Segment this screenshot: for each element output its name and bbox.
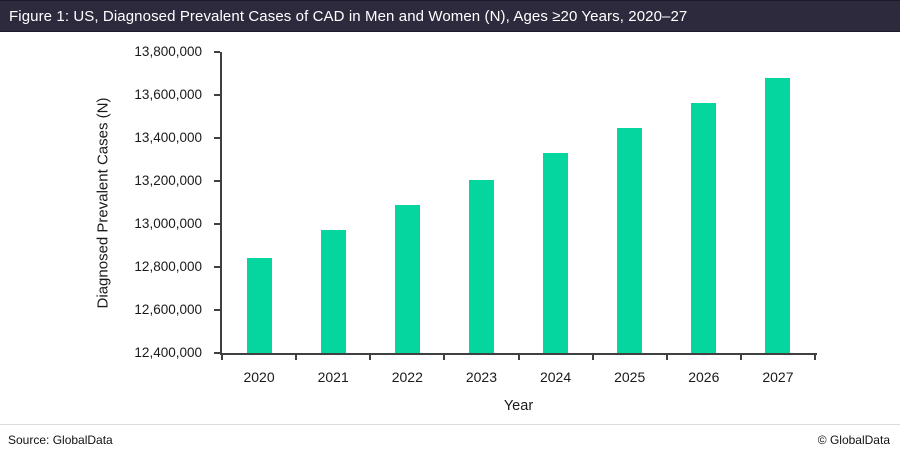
x-axis-title: Year [503, 398, 534, 414]
ytick-label: 13,600,000 [134, 87, 202, 102]
xtick-mark [295, 355, 298, 360]
bar-2023 [468, 179, 494, 353]
x-category-label: 2024 [539, 369, 572, 385]
ytick-label: 13,800,000 [134, 44, 202, 59]
bar-2020 [246, 258, 272, 353]
source-note: Source: GlobalData [8, 433, 113, 447]
ytick-mark [214, 51, 220, 53]
ytick-label: 13,200,000 [134, 173, 202, 188]
bar-2024 [543, 153, 569, 353]
y-axis-line [220, 52, 222, 355]
x-category-label: 2020 [243, 369, 275, 385]
ytick-mark [214, 223, 220, 225]
xtick-mark [221, 355, 223, 360]
ytick-mark [214, 180, 220, 182]
x-category-label: 2022 [391, 369, 423, 385]
bar-2022 [394, 204, 420, 353]
bar-2025 [617, 128, 643, 353]
xtick-mark [369, 355, 372, 360]
ytick-mark [214, 309, 220, 311]
ytick-label: 13,000,000 [134, 216, 202, 231]
xtick-mark [517, 355, 520, 360]
bar-2021 [320, 230, 346, 353]
ytick-label: 12,800,000 [134, 259, 202, 274]
copyright-note: © GlobalData [817, 433, 890, 447]
footer-separator [0, 424, 900, 425]
xtick-mark [591, 355, 594, 360]
figure-title-bar: Figure 1: US, Diagnosed Prevalent Cases … [0, 0, 900, 32]
bar-2027 [765, 77, 791, 353]
xtick-mark [739, 355, 742, 360]
ytick-label: 13,400,000 [134, 130, 202, 145]
x-category-label: 2023 [465, 369, 498, 385]
ytick-mark [214, 137, 220, 139]
xtick-mark [443, 355, 446, 360]
ytick-label: 12,600,000 [134, 302, 202, 317]
x-category-label: 2027 [762, 369, 794, 385]
figure-title: Figure 1: US, Diagnosed Prevalent Cases … [9, 7, 688, 25]
x-category-label: 2026 [688, 369, 720, 385]
xtick-mark [665, 355, 668, 360]
xtick-mark [814, 355, 816, 360]
ytick-mark [214, 266, 220, 268]
x-category-label: 2021 [317, 369, 349, 385]
ytick-label: 12,400,000 [134, 345, 202, 360]
ytick-mark [214, 352, 220, 354]
x-category-label: 2025 [614, 369, 646, 385]
x-axis-line [220, 353, 817, 355]
bar-2026 [691, 102, 717, 353]
ytick-mark [214, 94, 220, 96]
